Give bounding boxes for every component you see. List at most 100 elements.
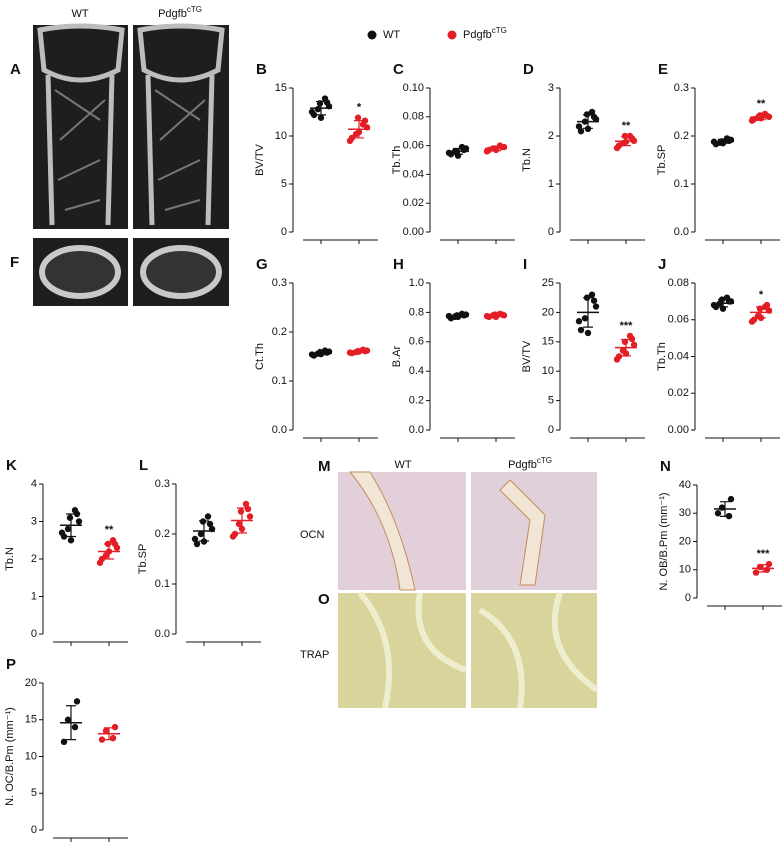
- y-tick-label: 0.00: [403, 226, 424, 238]
- y-tick-label: 25: [542, 277, 554, 289]
- error-bar: [66, 705, 76, 741]
- data-point: [727, 495, 735, 503]
- data-point: [577, 128, 585, 135]
- panel-letter: P: [6, 656, 16, 673]
- data-point: [581, 315, 589, 322]
- micro-ct-image: [33, 238, 128, 306]
- y-tick-label: 10: [679, 564, 691, 576]
- data-point: [242, 500, 250, 508]
- error-bar: [354, 350, 364, 354]
- data-point: [314, 105, 322, 113]
- histology-image: [471, 592, 599, 709]
- error-bar: [718, 138, 728, 144]
- y-tick-label: 0.0: [155, 628, 170, 640]
- error-bar: [758, 564, 768, 573]
- data-point: [592, 303, 600, 310]
- y-tick-label: 0.6: [409, 336, 424, 348]
- y-tick-label: 0.3: [674, 82, 689, 94]
- data-point: [588, 108, 596, 116]
- row-label: TRAP: [300, 649, 329, 661]
- y-tick-label: 5: [548, 395, 554, 407]
- y-tick-label: 3: [548, 82, 554, 94]
- significance-label: *: [759, 289, 764, 301]
- micro-ct-image: [133, 238, 229, 306]
- y-tick-label: 15: [25, 714, 37, 726]
- panel-letter: J: [658, 256, 666, 273]
- data-point: [102, 727, 110, 734]
- data-point: [588, 291, 596, 298]
- data-point: [113, 544, 121, 551]
- column-label: Pdgfb: [158, 8, 187, 20]
- error-bar: [720, 501, 730, 517]
- error-bar: [583, 297, 593, 328]
- error-bar: [199, 520, 209, 542]
- data-point: [191, 535, 199, 543]
- micro-ct-image: [133, 23, 229, 229]
- data-point: [500, 143, 508, 151]
- histology-image: [338, 591, 468, 709]
- y-tick-label: 0: [685, 592, 691, 604]
- y-axis-label: Tb.N: [4, 547, 16, 571]
- error-bar: [104, 543, 114, 560]
- data-point: [714, 510, 722, 517]
- panel-letter: L: [139, 457, 148, 474]
- significance-label: ***: [757, 548, 771, 560]
- data-point: [109, 734, 117, 742]
- panel-letter: C: [393, 61, 404, 78]
- data-point: [584, 329, 592, 337]
- y-tick-label: 0.04: [668, 350, 689, 362]
- y-tick-label: 0.02: [403, 197, 424, 209]
- y-tick-label: 0.8: [409, 306, 424, 318]
- data-point: [577, 326, 585, 334]
- error-bar: [453, 313, 463, 318]
- data-point: [748, 318, 756, 325]
- data-point: [718, 504, 726, 511]
- data-point: [613, 356, 621, 363]
- error-bar: [104, 727, 114, 741]
- data-point: [325, 348, 333, 355]
- y-tick-label: 1: [548, 178, 554, 190]
- y-tick-label: 10: [275, 130, 287, 142]
- panel-letter: N: [660, 458, 671, 475]
- data-point: [58, 529, 66, 536]
- error-bar: [756, 306, 766, 319]
- data-point: [197, 530, 205, 538]
- error-bar: [316, 100, 326, 116]
- y-tick-label: 0.1: [155, 578, 170, 590]
- data-point: [462, 145, 470, 152]
- data-point: [229, 533, 237, 540]
- y-axis-label: Tb.SP: [137, 544, 149, 575]
- data-point: [60, 738, 68, 745]
- significance-label: ***: [620, 320, 634, 332]
- data-point: [748, 117, 756, 124]
- data-point: [592, 116, 600, 123]
- y-tick-label: 0.1: [674, 178, 689, 190]
- y-axis-label: Tb.Th: [391, 146, 403, 175]
- panel-letter: F: [10, 254, 19, 271]
- y-tick-label: 5: [281, 178, 287, 190]
- y-tick-label: 30: [679, 507, 691, 519]
- y-tick-label: 0.0: [674, 226, 689, 238]
- panel-letter: M: [318, 458, 331, 475]
- data-point: [71, 723, 79, 731]
- error-bar: [354, 120, 364, 139]
- micro-ct-image: [33, 23, 128, 229]
- error-bar: [621, 136, 631, 147]
- column-label: Pdgfb: [508, 459, 537, 471]
- y-tick-label: 0.02: [668, 387, 689, 399]
- column-label: PdgfbcTG: [158, 5, 202, 20]
- significance-label: **: [105, 524, 114, 536]
- y-tick-label: 0.06: [668, 314, 689, 326]
- data-point: [575, 123, 583, 130]
- y-axis-label: Tb.N: [521, 148, 533, 172]
- y-tick-label: 0.0: [409, 424, 424, 436]
- y-tick-label: 0.0: [272, 424, 287, 436]
- y-tick-label: 2: [548, 130, 554, 142]
- data-point: [727, 136, 735, 144]
- y-tick-label: 20: [679, 535, 691, 547]
- error-bar: [756, 114, 766, 121]
- data-point: [363, 347, 371, 354]
- panel-letter: D: [523, 61, 534, 78]
- column-superscript: cTG: [187, 5, 202, 14]
- data-point: [111, 723, 119, 731]
